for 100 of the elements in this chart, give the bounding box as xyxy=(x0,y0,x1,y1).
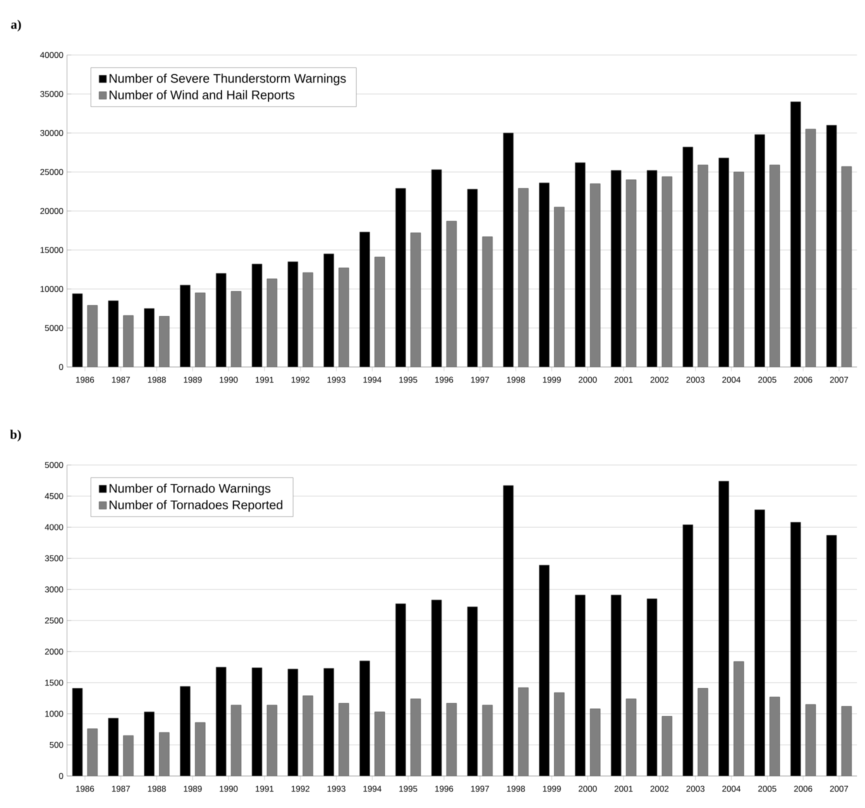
bar xyxy=(646,170,658,367)
x-tick-label: 1989 xyxy=(184,376,202,383)
y-tick-label: 4000 xyxy=(44,524,64,530)
x-tick-label: 1986 xyxy=(76,786,94,792)
bar xyxy=(252,264,262,367)
bar xyxy=(144,712,154,776)
y-tick-label: 30000 xyxy=(40,130,64,136)
y-tick-label: 35000 xyxy=(40,91,64,97)
bar xyxy=(718,480,730,776)
y-tick-label: 0 xyxy=(59,773,64,779)
x-tick-label: 1993 xyxy=(328,376,346,383)
y-tick-label: 4500 xyxy=(44,493,64,500)
x-tick-label: 2002 xyxy=(650,376,668,383)
bar xyxy=(395,188,406,367)
y-tick-label: 1500 xyxy=(45,680,64,686)
x-tick-label: 2004 xyxy=(722,376,740,383)
bar xyxy=(790,102,801,367)
x-tick-label: 1991 xyxy=(256,376,274,383)
x-tick-label: 1997 xyxy=(471,376,489,383)
y-tick-label: 2000 xyxy=(45,648,64,655)
bar xyxy=(216,273,226,367)
x-tick-label: 1994 xyxy=(363,786,382,792)
legend-label: Number of Severe Thunderstorm Warnings xyxy=(110,74,346,86)
x-tick-label: 1999 xyxy=(543,786,561,792)
legend-label: Number of Tornadoes Reported xyxy=(110,500,282,512)
bar xyxy=(503,485,514,776)
bar xyxy=(574,594,586,776)
bar xyxy=(826,124,837,367)
bar xyxy=(754,134,765,367)
y-tick-label: 500 xyxy=(50,742,64,748)
bar xyxy=(395,604,406,776)
x-tick-label: 1998 xyxy=(507,376,525,383)
bar xyxy=(646,598,658,776)
x-tick-label: 1994 xyxy=(363,376,382,383)
x-tick-label: 1997 xyxy=(471,786,489,792)
x-tick-label: 1986 xyxy=(76,376,94,383)
x-tick-label: 2005 xyxy=(758,376,776,383)
y-tick-label: 3500 xyxy=(44,555,64,562)
bar xyxy=(324,668,334,776)
x-tick-label: 2003 xyxy=(686,786,704,792)
x-tick-label: 1990 xyxy=(220,786,238,792)
chart-title: b) xyxy=(10,430,21,442)
bar xyxy=(288,668,298,776)
y-tick-label: 25000 xyxy=(40,169,64,175)
y-tick-label: 5000 xyxy=(44,325,64,331)
x-tick-label: 2000 xyxy=(578,376,597,383)
x-tick-label: 1988 xyxy=(148,376,166,383)
y-tick-label: 0 xyxy=(59,364,64,370)
x-tick-label: 1996 xyxy=(435,786,454,792)
legend-label: Number of Wind and Hail Reports xyxy=(110,90,294,102)
y-tick-label: 15000 xyxy=(40,247,64,253)
x-tick-label: 2006 xyxy=(794,786,812,792)
x-tick-label: 1995 xyxy=(399,376,418,383)
x-tick-label: 2001 xyxy=(614,786,633,792)
bar xyxy=(539,564,550,776)
x-tick-label: 1996 xyxy=(435,376,454,383)
bar xyxy=(180,686,190,776)
x-tick-label: 2007 xyxy=(830,376,848,383)
bar xyxy=(754,510,765,776)
x-tick-label: 1988 xyxy=(148,786,166,792)
y-tick-label: 2500 xyxy=(45,618,64,624)
bar xyxy=(610,594,622,776)
x-tick-label: 2002 xyxy=(650,786,668,792)
x-tick-label: 1992 xyxy=(292,376,310,383)
x-tick-label: 1987 xyxy=(112,786,130,792)
bar xyxy=(431,169,442,367)
y-tick-label: 1000 xyxy=(45,710,64,717)
y-tick-label: 3000 xyxy=(44,586,64,592)
bar xyxy=(72,293,83,367)
bar xyxy=(144,308,154,367)
bar xyxy=(360,232,370,367)
y-tick-label: 10000 xyxy=(40,286,64,292)
chart-title: a) xyxy=(11,20,21,32)
x-tick-label: 2006 xyxy=(794,376,812,383)
x-tick-label: 1993 xyxy=(328,786,346,792)
bar xyxy=(610,170,622,367)
bar xyxy=(574,162,586,367)
legend-label: Number of Tornado Warnings xyxy=(110,484,270,496)
bar xyxy=(108,300,119,367)
y-tick-label: 20000 xyxy=(40,208,64,214)
x-tick-label: 2005 xyxy=(758,786,776,792)
x-tick-label: 2004 xyxy=(722,786,740,792)
x-tick-label: 1989 xyxy=(184,786,202,792)
bar xyxy=(682,524,694,776)
bar xyxy=(503,132,514,367)
x-tick-label: 1992 xyxy=(292,786,310,792)
bar xyxy=(718,158,730,367)
y-tick-label: 5000 xyxy=(44,462,64,468)
x-tick-label: 1991 xyxy=(256,786,274,792)
x-tick-label: 1987 xyxy=(112,376,130,383)
x-tick-label: 2000 xyxy=(578,786,597,792)
x-tick-label: 2001 xyxy=(614,376,633,383)
x-tick-label: 2003 xyxy=(686,376,704,383)
y-tick-label: 40000 xyxy=(40,52,64,58)
bar xyxy=(467,188,478,367)
bar xyxy=(467,606,478,776)
bar xyxy=(180,284,190,367)
bar xyxy=(324,254,334,367)
bar xyxy=(682,146,694,367)
x-tick-label: 2007 xyxy=(830,786,848,792)
